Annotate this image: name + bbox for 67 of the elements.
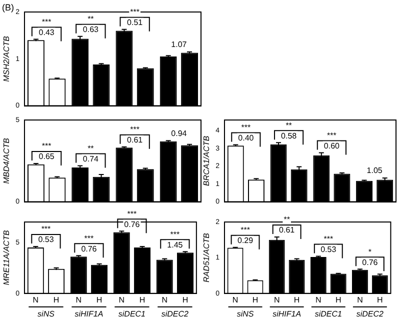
- annotation: ***: [130, 125, 140, 134]
- annotation: 0.29: [237, 236, 254, 246]
- annotation: 1.05: [366, 166, 383, 176]
- x-tick-label: siNS: [236, 309, 254, 318]
- annotation: 0.76: [81, 244, 98, 254]
- text: ***: [127, 209, 137, 218]
- x-tick-label: siDEC1: [118, 309, 146, 318]
- annotation: 0.65: [38, 152, 55, 162]
- annotation: ***: [327, 130, 336, 140]
- y-axis-title: RAD51/ACTB: [202, 232, 212, 282]
- x-tick-label: siDEC2: [161, 309, 190, 318]
- annotation: ***: [241, 122, 251, 132]
- annotation: ***: [42, 142, 52, 151]
- annotation: ***: [324, 234, 334, 244]
- annotation: 0.74: [82, 154, 100, 164]
- x-tick-label: siDEC1: [314, 309, 342, 318]
- annotation: ***: [170, 230, 180, 239]
- annotation: 0.53: [320, 244, 337, 254]
- annotation: 0.43: [38, 28, 55, 37]
- text: H: [182, 296, 188, 305]
- annotation: 0.60: [324, 141, 340, 150]
- annotation: ***: [42, 17, 52, 26]
- series-label: N: [232, 296, 238, 305]
- text: H: [335, 296, 342, 305]
- series-label: N: [32, 296, 39, 305]
- x-tick-label: siHIF1A: [272, 309, 302, 318]
- text: N: [76, 296, 82, 305]
- text: N: [118, 296, 125, 305]
- annotation: ***: [84, 234, 94, 243]
- series-label: H: [53, 296, 60, 305]
- text: N: [316, 296, 322, 305]
- annotation: 0.63: [82, 25, 100, 34]
- annotation: 0.40: [238, 133, 254, 142]
- annotation: 1.45: [167, 240, 184, 250]
- annotation: 0.76: [124, 220, 140, 229]
- y-axis-title: MSH2/ACTB: [2, 35, 12, 82]
- annotation: **: [88, 14, 94, 24]
- annotation: 0.61: [279, 226, 296, 235]
- text: H: [377, 296, 383, 305]
- text: H: [96, 296, 102, 305]
- y-axis-title: MBD4/ACTB: [2, 137, 12, 184]
- text: N: [357, 296, 363, 305]
- text: N: [162, 296, 168, 305]
- annotation: ***: [41, 224, 51, 234]
- series-label: H: [252, 296, 258, 305]
- annotation: ***: [240, 226, 250, 235]
- annotation: 0.76: [362, 258, 378, 267]
- annotation: 0.94: [171, 128, 188, 138]
- annotation: ***: [130, 8, 140, 17]
- text: H: [294, 296, 300, 305]
- text: N: [274, 296, 280, 305]
- annotation: 1.07: [171, 40, 188, 50]
- y-axis-title: BRCA1/ACTB: [202, 135, 212, 186]
- annotation: 0.61: [127, 136, 144, 145]
- x-tick-label: siDEC2: [356, 309, 384, 318]
- x-tick-label: siHIF1A: [74, 309, 104, 318]
- y-axis-title: MRE11A/ACTB: [2, 230, 12, 286]
- annotation: 0.51: [127, 18, 144, 28]
- annotation: **: [88, 144, 94, 154]
- annotation: *: [368, 247, 372, 256]
- annotation: 0.53: [38, 235, 54, 244]
- text: (B): [2, 2, 14, 12]
- x-tick-label: siNS: [38, 309, 56, 318]
- annotation: **: [286, 120, 292, 130]
- annotation: 0.58: [281, 131, 298, 140]
- text: H: [139, 296, 146, 305]
- annotation: **: [284, 215, 290, 224]
